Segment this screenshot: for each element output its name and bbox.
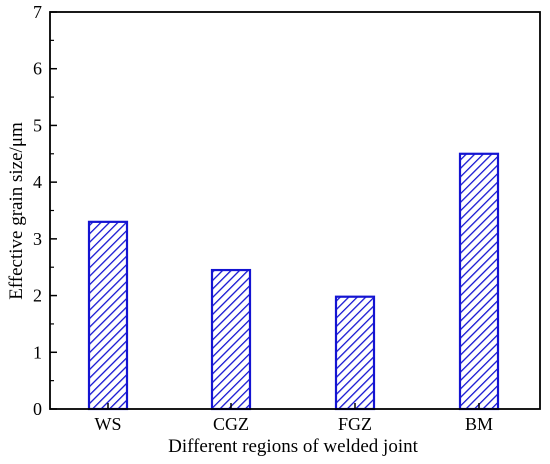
y-tick-label: 2 bbox=[33, 286, 42, 306]
x-tick-label: WS bbox=[95, 414, 122, 434]
tick-marks bbox=[50, 11, 480, 410]
x-tick-label: FGZ bbox=[338, 414, 372, 434]
x-tick-labels: WS CGZ FGZ BM bbox=[95, 414, 494, 434]
y-tick-labels: 0 1 2 3 4 5 6 7 bbox=[33, 2, 42, 419]
y-tick-label: 7 bbox=[33, 2, 42, 22]
y-tick-label: 6 bbox=[33, 59, 42, 79]
bar-bm bbox=[458, 152, 500, 411]
y-tick-label: 1 bbox=[33, 342, 42, 362]
y-tick-label: 5 bbox=[33, 115, 42, 135]
x-axis-title: Different regions of welded joint bbox=[168, 436, 418, 457]
x-tick-label: BM bbox=[465, 414, 493, 434]
y-tick-label: 4 bbox=[33, 172, 42, 192]
x-tick-label: CGZ bbox=[213, 414, 249, 434]
bar-cgz bbox=[210, 268, 252, 411]
bar-ws bbox=[87, 220, 129, 411]
y-tick-label: 0 bbox=[33, 399, 42, 419]
y-axis-title: Effective grain size/μm bbox=[6, 122, 27, 300]
y-tick-label: 3 bbox=[33, 229, 42, 249]
bars-group bbox=[87, 152, 500, 411]
bar-fgz bbox=[334, 295, 376, 411]
